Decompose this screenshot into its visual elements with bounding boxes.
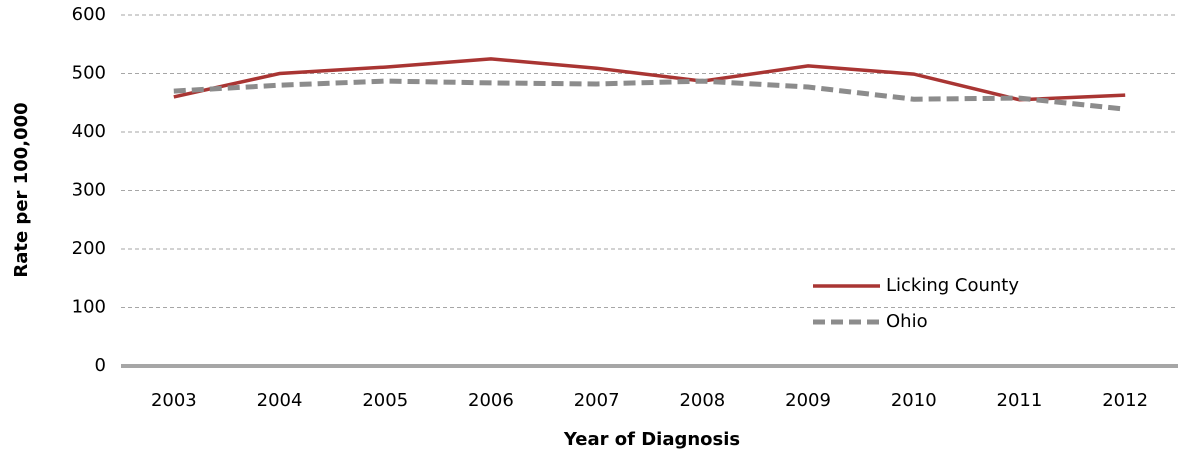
y-tick-label: 500 bbox=[72, 63, 106, 84]
x-tick-label: 2007 bbox=[574, 390, 620, 411]
x-tick-label: 2003 bbox=[151, 390, 197, 411]
x-tick-label: 2009 bbox=[785, 390, 831, 411]
series-line bbox=[173, 57, 1126, 102]
y-tick-label: 100 bbox=[72, 297, 106, 318]
x-tick-label: 2012 bbox=[1102, 390, 1148, 411]
x-axis-title: Year of Diagnosis bbox=[563, 429, 740, 450]
y-axis-title: Rate per 100,000 bbox=[11, 102, 32, 277]
y-tick-label: 200 bbox=[72, 238, 106, 259]
y-tick-label: 600 bbox=[72, 4, 106, 25]
x-tick-label: 2010 bbox=[891, 390, 937, 411]
legend-label: Licking County bbox=[886, 275, 1019, 296]
x-tick-label: 2011 bbox=[997, 390, 1043, 411]
y-tick-label: 400 bbox=[72, 121, 106, 142]
x-tick-label: 2004 bbox=[257, 390, 303, 411]
y-tick-label: 0 bbox=[95, 355, 106, 376]
y-tick-label: 300 bbox=[72, 180, 106, 201]
x-tick-label: 2008 bbox=[679, 390, 725, 411]
x-tick-label: 2005 bbox=[362, 390, 408, 411]
x-tick-label: 2006 bbox=[468, 390, 514, 411]
legend-label: Ohio bbox=[886, 311, 928, 332]
series-line bbox=[173, 78, 1126, 112]
